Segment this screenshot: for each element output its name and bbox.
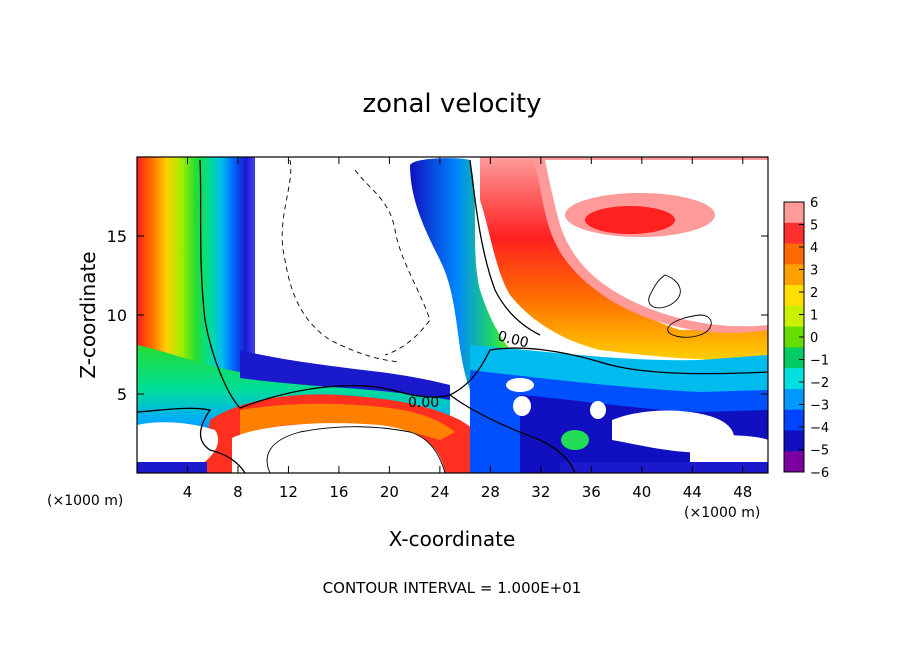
colorbar-label: 0 bbox=[810, 331, 818, 346]
x-axis-title: X-coordinate bbox=[389, 527, 516, 551]
x-tick-label: 4 bbox=[183, 483, 193, 501]
x-units-left: (×1000 m) bbox=[47, 493, 123, 509]
contour-interval-note: CONTOUR INTERVAL = 1.000E+01 bbox=[323, 579, 582, 597]
colorbar-label: 4 bbox=[810, 241, 818, 256]
colorbar-swatch bbox=[784, 202, 804, 224]
colorbar-label: 2 bbox=[810, 286, 818, 301]
colorbar: 6 5 4 3 2 1 0 −1 −2 −3 −4 −5 −6 bbox=[783, 196, 829, 481]
colorbar-swatch bbox=[784, 409, 804, 431]
x-units-right: (×1000 m) bbox=[684, 505, 760, 521]
x-tick-label: 44 bbox=[683, 483, 702, 501]
colorbar-swatch bbox=[784, 368, 804, 390]
contour-label-lower: 0.00 bbox=[408, 395, 439, 411]
chart-title: zonal velocity bbox=[362, 89, 541, 119]
colorbar-swatch bbox=[784, 222, 804, 245]
colorbar-label: 3 bbox=[810, 264, 818, 279]
x-tick-label: 32 bbox=[531, 483, 550, 501]
x-tick-label: 24 bbox=[430, 483, 449, 501]
contour-field bbox=[137, 157, 768, 473]
colorbar-swatch bbox=[784, 451, 804, 473]
x-tick-label: 20 bbox=[380, 483, 399, 501]
y-tick-label: 10 bbox=[107, 306, 127, 325]
x-tick-label: 8 bbox=[233, 483, 243, 501]
x-tick-label: 48 bbox=[733, 483, 752, 501]
x-tick-label: 16 bbox=[329, 483, 348, 501]
colorbar-label: 1 bbox=[810, 309, 818, 324]
colorbar-label: −1 bbox=[810, 354, 829, 369]
colorbar-label: −3 bbox=[810, 399, 829, 414]
x-tick-label: 12 bbox=[279, 483, 298, 501]
colorbar-label: 5 bbox=[810, 219, 818, 234]
y-axis-title: Z-coordinate bbox=[76, 251, 100, 378]
x-tick-label: 28 bbox=[481, 483, 500, 501]
colorbar-swatch bbox=[784, 243, 804, 265]
colorbar-swatch bbox=[784, 285, 804, 307]
colorbar-swatch bbox=[784, 388, 804, 411]
colorbar-label: −5 bbox=[810, 444, 829, 459]
colorbar-label: 6 bbox=[810, 196, 818, 211]
y-tick-label: 15 bbox=[107, 227, 127, 246]
colorbar-label: −4 bbox=[810, 421, 829, 436]
colorbar-label: −2 bbox=[810, 376, 829, 391]
contour-label-upper: 0.00 bbox=[496, 328, 530, 351]
y-tick-label: 5 bbox=[117, 385, 127, 404]
x-tick-label: 36 bbox=[582, 483, 601, 501]
y-axis-ticks: 5 10 15 bbox=[107, 227, 768, 404]
colorbar-swatch bbox=[784, 305, 804, 328]
x-tick-label: 40 bbox=[632, 483, 651, 501]
colorbar-swatch bbox=[784, 430, 804, 452]
colorbar-label: −6 bbox=[810, 466, 829, 481]
x-axis-ticks: 4 8 12 16 20 24 28 32 36 40 44 48 bbox=[183, 157, 752, 501]
colorbar-swatch bbox=[784, 347, 804, 369]
colorbar-swatch bbox=[784, 264, 804, 286]
colorbar-swatch bbox=[784, 326, 804, 348]
